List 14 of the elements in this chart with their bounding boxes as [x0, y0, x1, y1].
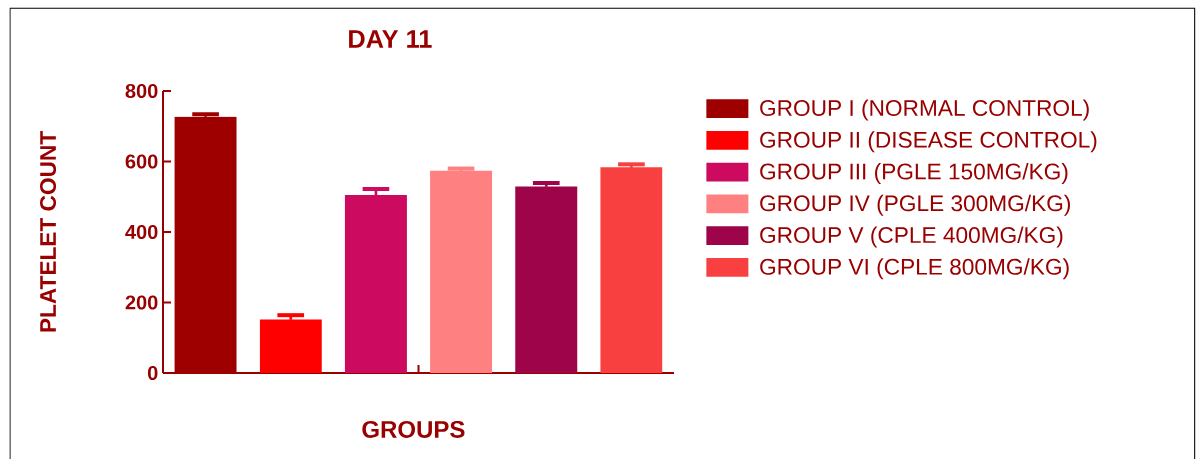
- legend-label: GROUP I (NORMAL CONTROL): [760, 99, 1089, 121]
- legend-label: GROUP V (CPLE 400MG/KG): [760, 226, 1063, 248]
- legend-label: GROUP VI (CPLE 800MG/KG): [760, 258, 1069, 280]
- legend-label: GROUP III (PGLE 150MG/KG): [760, 162, 1068, 185]
- y-tick-label: 600: [125, 154, 158, 169]
- y-tick-label: 800: [125, 83, 158, 99]
- legend-label: GROUP IV (PGLE 300MG/KG): [760, 194, 1070, 216]
- x-axis-title: GROUPS: [362, 420, 465, 438]
- chart-title: DAY 11: [349, 30, 432, 48]
- y-tick-label: 200: [125, 295, 158, 310]
- y-axis-title: PLATELET COUNT: [40, 131, 57, 332]
- y-tick-label: 0: [147, 365, 158, 381]
- y-tick-label: 400: [125, 224, 158, 240]
- legend-label: GROUP II (DISEASE CONTROL): [760, 131, 1097, 153]
